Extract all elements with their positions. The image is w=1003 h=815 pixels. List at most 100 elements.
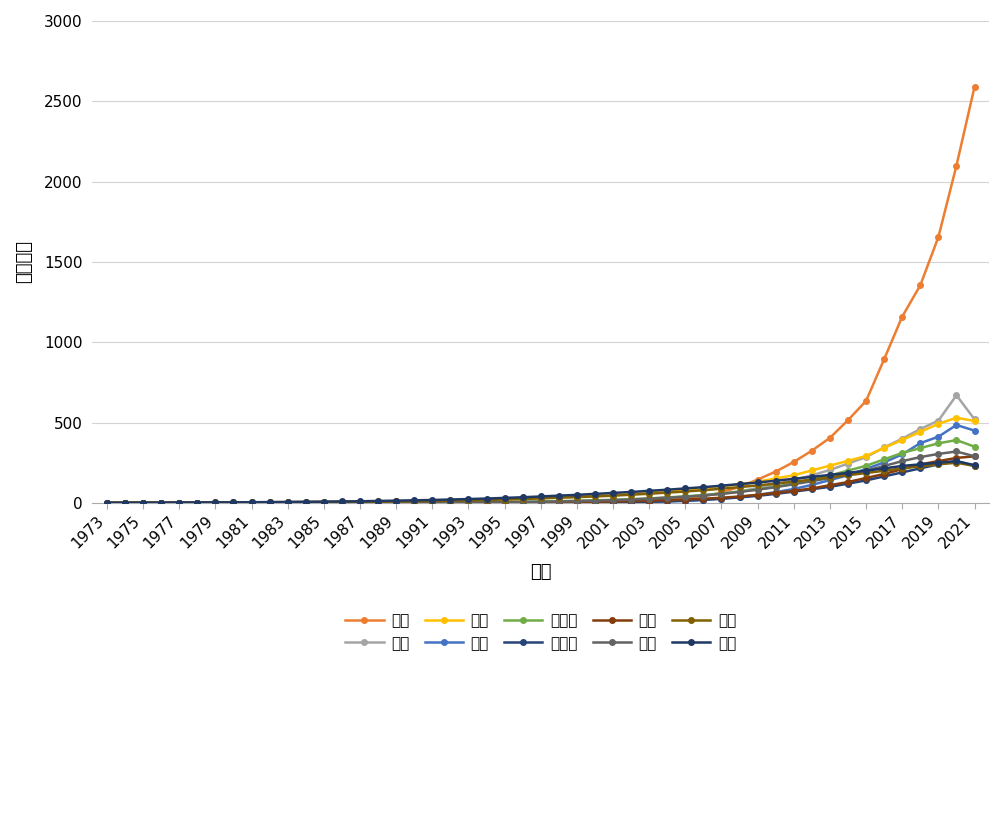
英国 (444, 496, 456, 505)
英国 (733, 482, 745, 492)
伊朗 (535, 498, 547, 508)
美国 (155, 498, 168, 508)
德国 (480, 494, 492, 504)
Legend: 中国, 印度, 美国, 伊朗, 西班牙, 土耳其, 巴西, 韩国, 英国, 德国: 中国, 印度, 美国, 伊朗, 西班牙, 土耳其, 巴西, 韩国, 英国, 德国 (339, 607, 741, 657)
伊朗 (155, 498, 168, 508)
英国 (372, 496, 384, 506)
印度 (282, 498, 294, 508)
英国 (318, 497, 330, 507)
Line: 伊朗: 伊朗 (104, 422, 976, 505)
土耳其 (462, 498, 474, 508)
德国 (318, 496, 330, 506)
中国 (210, 498, 222, 508)
西班牙 (136, 498, 148, 508)
土耳其 (553, 498, 565, 508)
巴西 (878, 469, 890, 479)
德国 (842, 468, 854, 478)
伊朗 (354, 498, 366, 508)
德国 (914, 460, 926, 469)
土耳其 (517, 498, 529, 508)
西班牙 (535, 496, 547, 506)
中国 (643, 496, 655, 505)
西班牙 (932, 438, 944, 448)
土耳其 (751, 491, 763, 500)
美国 (679, 485, 691, 495)
土耳其 (625, 497, 637, 507)
中国 (246, 498, 258, 508)
西班牙 (715, 489, 727, 499)
美国 (643, 488, 655, 498)
伊朗 (264, 498, 276, 508)
德国 (118, 498, 130, 508)
印度 (823, 465, 835, 475)
韩国 (842, 469, 854, 479)
西班牙 (661, 493, 673, 503)
英国 (769, 478, 781, 488)
中国 (932, 232, 944, 242)
伊朗 (842, 470, 854, 480)
印度 (968, 415, 980, 425)
土耳其 (100, 498, 112, 508)
西班牙 (950, 435, 962, 445)
德国 (896, 461, 908, 471)
巴西 (390, 498, 402, 508)
土耳其 (842, 478, 854, 488)
土耳其 (860, 475, 872, 485)
英国 (950, 458, 962, 468)
中国 (480, 498, 492, 508)
中国 (300, 498, 312, 508)
印度 (336, 498, 348, 508)
巴西 (498, 498, 511, 508)
Line: 韩国: 韩国 (104, 449, 976, 505)
韩国 (553, 496, 565, 506)
美国 (282, 497, 294, 507)
中国 (517, 498, 529, 508)
德国 (100, 498, 112, 508)
韩国 (787, 479, 799, 489)
土耳其 (372, 498, 384, 508)
西班牙 (751, 484, 763, 494)
英国 (896, 464, 908, 474)
英国 (498, 495, 511, 504)
Line: 土耳其: 土耳其 (104, 458, 976, 505)
中国 (444, 498, 456, 508)
中国 (571, 497, 583, 507)
美国 (372, 496, 384, 506)
美国 (697, 483, 709, 493)
德国 (860, 466, 872, 476)
中国 (661, 495, 673, 504)
中国 (318, 498, 330, 508)
美国 (823, 460, 835, 470)
德国 (769, 476, 781, 486)
伊朗 (643, 497, 655, 507)
西班牙 (823, 470, 835, 480)
中国 (264, 498, 276, 508)
西班牙 (607, 495, 619, 504)
土耳其 (878, 472, 890, 482)
西班牙 (571, 496, 583, 506)
德国 (155, 498, 168, 508)
巴西 (318, 498, 330, 508)
韩国 (625, 495, 637, 504)
印度 (426, 497, 438, 507)
中国 (390, 498, 402, 508)
美国 (571, 492, 583, 502)
韩国 (228, 498, 240, 508)
英国 (408, 496, 420, 506)
土耳其 (336, 498, 348, 508)
西班牙 (805, 474, 817, 484)
印度 (480, 497, 492, 507)
美国 (480, 495, 492, 504)
伊朗 (390, 498, 402, 508)
英国 (661, 487, 673, 497)
中国 (950, 161, 962, 170)
德国 (354, 496, 366, 506)
伊朗 (896, 450, 908, 460)
印度 (589, 496, 601, 505)
巴西 (643, 496, 655, 505)
土耳其 (174, 498, 186, 508)
伊朗 (174, 498, 186, 508)
中国 (914, 280, 926, 290)
美国 (968, 416, 980, 426)
韩国 (697, 491, 709, 500)
